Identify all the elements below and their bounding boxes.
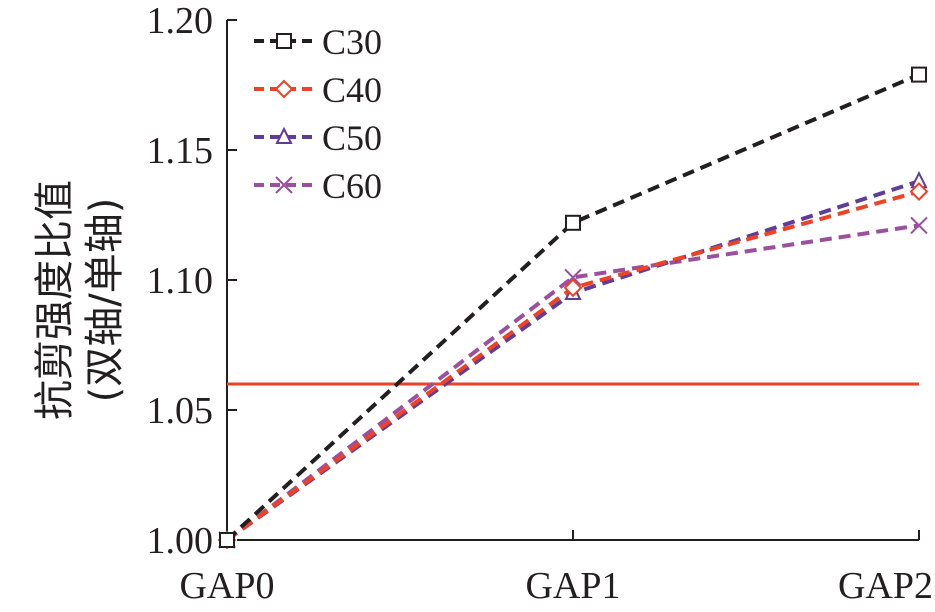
marker-square	[911, 66, 927, 83]
y-tick-label: 1.20	[147, 0, 214, 42]
legend-item-c30: C30	[254, 22, 382, 62]
series-line	[225, 223, 920, 542]
legend-label: C60	[322, 166, 382, 206]
legend: C30 C40 C50 C60	[254, 22, 382, 206]
marker-x	[910, 216, 928, 235]
x-tick-label: GAP1	[525, 565, 620, 607]
legend-item-c40: C40	[254, 70, 382, 110]
legend-label: C30	[322, 22, 382, 62]
marker-square	[276, 33, 292, 49]
marker-diamond	[563, 278, 583, 298]
marker-x	[275, 176, 293, 194]
series-line	[225, 179, 920, 542]
legend-item-c50: C50	[254, 118, 382, 158]
series-c30	[219, 66, 927, 548]
y-tick-label: 1.00	[147, 520, 214, 562]
y-tick-label: 1.05	[147, 390, 214, 432]
series-group	[217, 66, 929, 550]
series-line	[225, 72, 920, 542]
marker-square	[219, 532, 235, 548]
series-line	[225, 189, 920, 542]
y-tick-label: 1.15	[147, 130, 214, 172]
marker-triangle	[275, 126, 293, 144]
legend-label: C40	[322, 70, 382, 110]
x-ticks: GAP0 GAP1 GAP2	[179, 530, 933, 607]
marker-diamond	[909, 182, 929, 202]
marker-diamond	[274, 79, 294, 99]
y-axis-label-line1: 抗剪强度比值	[32, 180, 78, 420]
x-tick-label: GAP0	[179, 565, 274, 607]
marker-square	[565, 214, 581, 231]
y-axis-label-line2: (双轴/单轴)	[82, 198, 128, 403]
marker-x	[564, 268, 582, 287]
y-ticks: 1.00 1.05 1.10 1.15 1.20	[147, 0, 237, 562]
x-tick-label: GAP2	[838, 565, 933, 607]
y-tick-label: 1.10	[147, 260, 214, 302]
legend-item-c60: C60	[254, 166, 382, 206]
y-axis-title: 抗剪强度比值 (双轴/单轴)	[32, 180, 128, 420]
legend-label: C50	[322, 118, 382, 158]
